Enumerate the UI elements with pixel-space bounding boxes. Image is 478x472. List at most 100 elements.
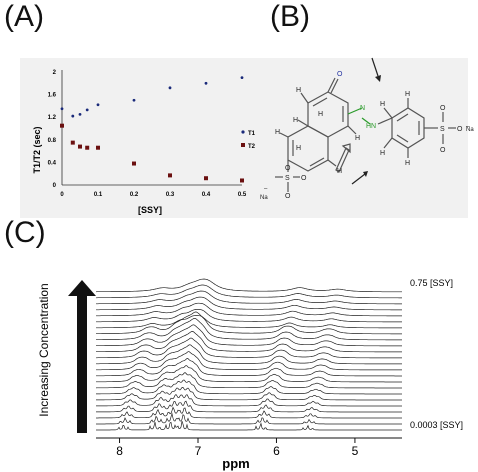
atom-n-azo: N (360, 105, 365, 112)
atom-h: H (296, 87, 301, 94)
atom-h: H (380, 150, 385, 157)
point-t1 (96, 103, 100, 107)
atom-h: H (405, 91, 410, 98)
nmr-trace (96, 318, 402, 341)
point-t2 (85, 145, 90, 150)
y-axis-label: T1/T2 (sec) (32, 126, 42, 173)
point-t1 (85, 108, 89, 112)
nmr-traces (95, 278, 402, 431)
nmr-trace (96, 344, 402, 365)
atom-o: O (457, 126, 463, 133)
nmr-trace (95, 372, 402, 389)
nmr-trace (96, 302, 402, 317)
nmr-trace (96, 315, 402, 329)
atom-h: H (337, 168, 342, 175)
atom-s-left: S (285, 175, 290, 182)
atom-hn-azo: HN (366, 123, 376, 130)
point-t1 (240, 76, 244, 80)
x-tick-label: 0.4 (202, 192, 211, 198)
y-tick-label: 1.2 (48, 115, 57, 121)
point-t2 (204, 176, 208, 181)
nmr-trace (96, 412, 402, 425)
point-t1 (71, 114, 75, 118)
point-t1 (78, 112, 82, 116)
point-t2 (96, 145, 100, 150)
legend-marker-t1 (241, 130, 245, 134)
nmr-trace (96, 331, 402, 353)
nmr-trace (95, 278, 402, 293)
nmr-trace (96, 296, 402, 311)
atom-o-carbonyl: O (337, 71, 343, 78)
y-tick-label: 2 (53, 70, 57, 76)
nmr-trace (96, 393, 402, 407)
atom-o: O (285, 165, 291, 172)
nmr-trace (96, 379, 402, 395)
bottom-concentration-label: 0.0003 [SSY] (410, 420, 463, 430)
point-t2 (240, 178, 244, 183)
panel-a-label: (A) (4, 0, 44, 33)
c-x-tick-label: 5 (352, 444, 359, 458)
increasing-arrow-head (68, 280, 96, 296)
x-tick-label: 0.1 (94, 192, 103, 198)
x-tick-label: 0.3 (166, 192, 175, 198)
nmr-trace (96, 309, 402, 323)
point-t1 (60, 107, 64, 111)
nmr-trace (96, 387, 402, 401)
top-concentration-label: 0.75 [SSY] (410, 278, 453, 288)
nmr-trace (96, 358, 402, 377)
annotation-arrow (371, 57, 379, 77)
annotation-open-arrow (335, 147, 350, 173)
nmr-trace (96, 290, 402, 305)
c-y-axis-label: Increasing Concentration (37, 283, 51, 416)
legend-label-t2: T2 (248, 144, 256, 150)
c-x-tick-label: 8 (116, 444, 123, 458)
legend-label-t1: T1 (248, 131, 256, 137)
nmr-trace (96, 406, 402, 419)
nmr-trace (96, 351, 402, 371)
point-t2 (168, 173, 172, 178)
c-x-tick-label: 6 (273, 444, 280, 458)
atom-o: O (285, 193, 291, 200)
atom-o: O (301, 175, 307, 182)
nmr-trace (96, 400, 402, 413)
atom-h: H (275, 129, 280, 136)
point-t2 (132, 161, 136, 166)
charge-minus: – (466, 124, 470, 130)
point-t2 (70, 140, 75, 145)
y-tick-label: 0.4 (48, 160, 57, 166)
point-t2 (60, 123, 64, 128)
nmr-trace (96, 324, 402, 347)
atom-na-right: Na (466, 127, 474, 133)
nmr-trace (96, 284, 402, 299)
nmr-trace (96, 311, 402, 335)
atom-h: H (293, 117, 298, 124)
charge-minus: – (264, 186, 268, 192)
x-tick-label: 0.5 (238, 192, 247, 198)
atom-o: O (440, 147, 446, 154)
x-axis-label: [SSY] (138, 205, 162, 215)
point-t1 (204, 81, 208, 85)
point-t1 (168, 86, 172, 90)
x-tick-label: 0.2 (130, 192, 139, 198)
y-tick-label: 0.8 (48, 138, 57, 144)
atom-na-left: Na (260, 195, 268, 201)
nmr-trace (96, 365, 402, 383)
panel-ab-background (20, 58, 468, 218)
point-t1 (132, 98, 136, 102)
point-t2 (78, 144, 82, 149)
atom-h: H (318, 111, 323, 118)
legend-marker-t2 (241, 143, 245, 147)
nmr-trace (96, 337, 402, 359)
x-tick-label: 0 (60, 192, 64, 198)
c-x-tick-label: 7 (195, 444, 202, 458)
increasing-arrow-shaft (77, 295, 87, 433)
atom-o: O (440, 105, 446, 112)
c-x-axis-label: ppm (222, 456, 249, 471)
panel-c-label: (C) (4, 216, 46, 249)
atom-h: H (355, 135, 360, 142)
panel-b-label: (B) (270, 0, 310, 33)
y-tick-label: 1.6 (48, 93, 57, 99)
